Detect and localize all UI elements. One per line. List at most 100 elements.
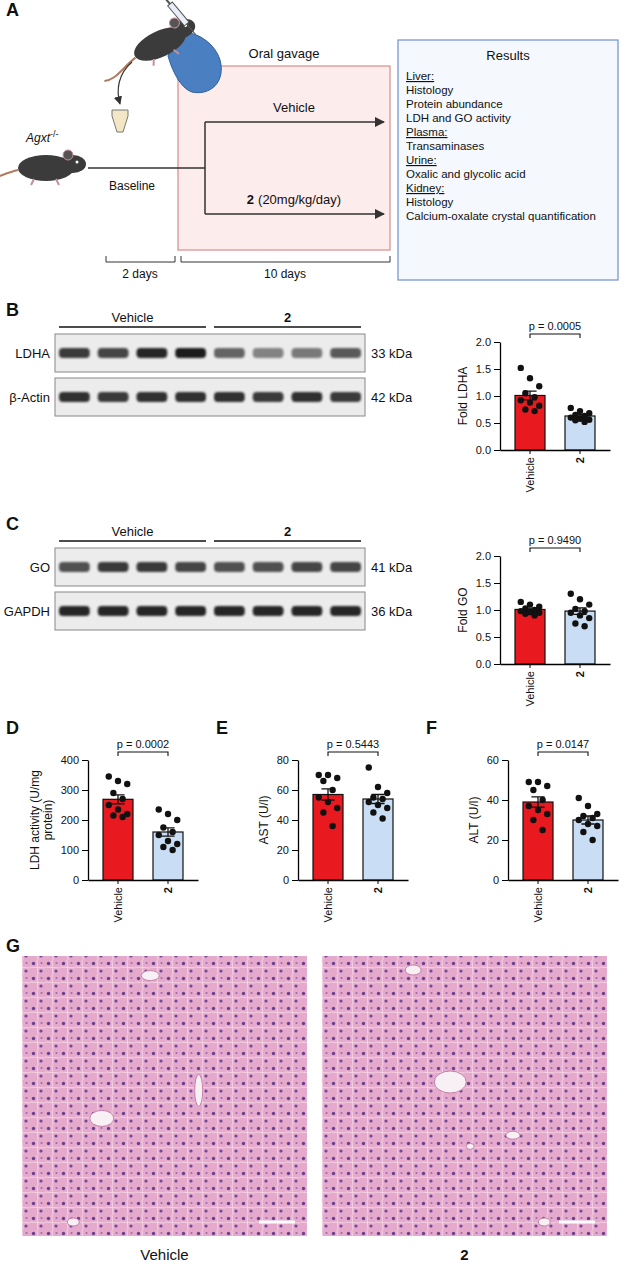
y-axis: 0204060 — [487, 754, 509, 886]
bar — [153, 832, 183, 880]
data-point — [115, 778, 121, 784]
tick-mark — [82, 850, 88, 851]
result-item: Histology — [406, 84, 454, 96]
arm-arrow — [205, 121, 384, 123]
data-point — [518, 365, 524, 371]
tick-mark — [494, 610, 500, 611]
axis-line — [89, 880, 199, 881]
tick: 2.0 — [476, 336, 500, 348]
tick-mark — [292, 820, 298, 821]
label: 10 days — [264, 267, 306, 281]
significance-bracket — [118, 752, 168, 756]
tick-label: 1.5 — [476, 577, 491, 589]
blot-band — [214, 562, 245, 572]
tick-label: 60 — [487, 754, 499, 766]
mouse-icon — [0, 150, 86, 185]
data-point — [160, 844, 166, 850]
group-line — [59, 540, 206, 541]
tick-label: Vehicle — [532, 887, 544, 922]
data-point — [594, 823, 600, 829]
histology-image — [22, 956, 307, 1236]
label: Oral gavage — [249, 46, 320, 61]
y-axis: 0.00.51.01.52.0 — [476, 336, 501, 456]
axis-title: Fold LDHA — [456, 367, 470, 426]
tick-label: 0 — [283, 874, 289, 886]
protein-label: GAPDH — [4, 604, 50, 619]
error-bar — [523, 608, 536, 611]
results-box — [398, 40, 618, 280]
group-label: 2 — [284, 310, 291, 325]
tick: 200 — [61, 814, 88, 826]
bar — [515, 609, 545, 664]
axis-line — [88, 761, 89, 881]
syringe-barrel — [168, 2, 189, 26]
data-point — [577, 596, 583, 602]
group-line — [214, 540, 361, 541]
bar — [313, 795, 343, 881]
vessel — [195, 1074, 203, 1106]
tick-label: 20 — [487, 834, 499, 846]
tick-label: 200 — [61, 814, 79, 826]
data-point — [568, 610, 574, 616]
significance-bracket — [530, 334, 580, 338]
tick-mark — [494, 637, 500, 638]
data-point — [576, 817, 582, 823]
bar-chart: F0204060Vehicle2p = 0.0147ALT (U/l) — [426, 718, 619, 922]
data-point — [169, 829, 175, 835]
error-bar — [321, 789, 334, 800]
section-heading: Urine: — [406, 154, 437, 166]
blot-band — [98, 606, 129, 616]
tick-label: 100 — [61, 844, 79, 856]
syringe-plunger — [165, 0, 170, 4]
tick: 40 — [487, 794, 508, 806]
text-line: Histology — [406, 84, 454, 96]
tick: 2 — [574, 450, 586, 463]
data-point — [334, 775, 340, 781]
data-point — [518, 599, 524, 605]
blot-band — [330, 392, 361, 402]
result-item: Oxalic and glycolic acid — [406, 168, 526, 180]
section-heading: Plasma: — [406, 126, 448, 138]
data-point — [576, 795, 582, 801]
data-point — [531, 408, 537, 414]
panel-letter: D — [6, 718, 19, 738]
plot-marks — [103, 773, 183, 880]
section-heading: Kidney: — [406, 182, 444, 194]
blot-band — [214, 606, 245, 616]
result-item: LDH and GO activity — [406, 112, 511, 124]
treatment-box — [178, 66, 390, 250]
protein-label: β-Actin — [9, 390, 50, 405]
blot-panel: CVehicle2GO41 kDaGAPDH36 kDa — [4, 514, 413, 630]
axis-line — [500, 343, 501, 451]
blot-band — [59, 348, 90, 358]
size-label: 42 kDa — [371, 390, 413, 405]
tick-mark — [82, 760, 88, 761]
panel-a: AOral gavageVehicle2(20mg/kg/day)Agxt-/-… — [0, 0, 618, 281]
vessel — [466, 1143, 474, 1149]
tick: 0.5 — [476, 631, 500, 643]
bar — [573, 820, 603, 880]
tick-label: 2 — [574, 671, 586, 677]
size-label: 41 kDa — [371, 560, 413, 575]
tube — [112, 110, 128, 132]
tick-label: 40 — [277, 814, 289, 826]
tick-mark — [168, 880, 169, 884]
bar-chart: E020406080Vehicle2p = 0.5443AST (U/l) — [216, 718, 409, 922]
tick-label: Vehicle — [524, 671, 536, 706]
data-point — [379, 815, 385, 821]
data-point — [174, 817, 180, 823]
result-item: Calcium-oxalate crystal quantification — [406, 210, 596, 222]
blot-band — [253, 606, 284, 616]
data-point — [169, 847, 175, 853]
protein-label: GO — [30, 560, 50, 575]
data-point — [535, 779, 541, 785]
error-bar — [573, 608, 586, 614]
text-line: ALT (U/l) — [467, 797, 481, 844]
axis-title-group: Fold LDHA — [456, 367, 470, 426]
arm-arrow — [205, 213, 384, 215]
histology-image — [322, 956, 607, 1236]
size-label: 36 kDa — [371, 604, 413, 619]
panel-letter: A — [6, 0, 19, 20]
group-label: Vehicle — [112, 310, 154, 325]
axis-line — [508, 761, 509, 881]
